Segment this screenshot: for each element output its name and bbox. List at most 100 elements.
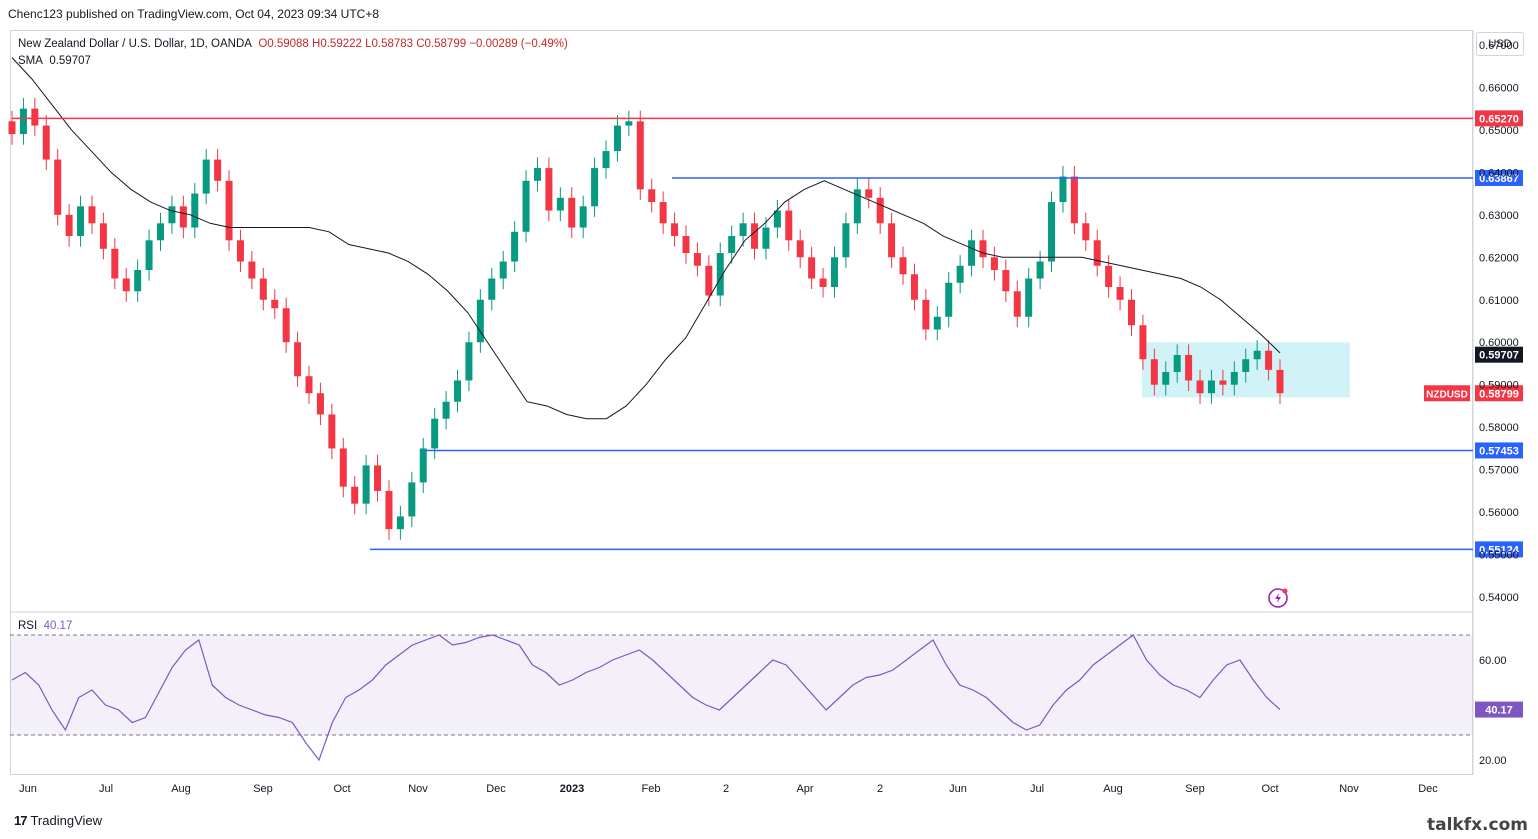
x-tick-label: Apr: [796, 783, 813, 795]
candle-body: [99, 223, 107, 249]
candle: [362, 454, 370, 515]
candle: [248, 250, 256, 290]
candle: [19, 97, 27, 145]
x-tick-label: Jul: [1030, 783, 1044, 795]
x-tick-label: Nov: [1339, 783, 1359, 795]
candle-body: [922, 299, 930, 330]
levels-group: 0.65270 0.63867 0.57453 0.55124 0.59707 0.587…: [12, 110, 1523, 558]
candle: [259, 267, 267, 311]
x-tick-label: Sep: [1185, 783, 1205, 795]
candle-body: [42, 125, 50, 160]
tradingview-footer[interactable]: 17 TradingView: [14, 813, 102, 828]
candle-body: [933, 316, 941, 330]
candle: [65, 204, 73, 247]
candle-body: [1139, 325, 1147, 360]
candle-body: [374, 465, 382, 491]
candle: [716, 242, 724, 307]
candle-body: [591, 168, 599, 207]
candle-body: [1116, 287, 1124, 300]
candle: [876, 187, 884, 234]
candle: [819, 267, 827, 298]
candle-body: [956, 265, 964, 283]
candle: [111, 238, 119, 290]
x-axis: Jun Jul Aug Sep Oct Nov Dec 2023 Feb 2 Apr 2 Jun Jul A…: [19, 783, 1438, 795]
candle: [808, 246, 816, 290]
candle: [294, 331, 302, 387]
candle: [1013, 280, 1021, 328]
y-tick-label: 0.62000: [1479, 252, 1519, 264]
candle: [1116, 276, 1124, 311]
candle-body: [568, 197, 576, 228]
candle-body: [899, 257, 907, 275]
candle-body: [693, 253, 701, 266]
rsi-band: [10, 635, 1473, 735]
candle: [1207, 369, 1215, 404]
candle-body: [408, 482, 416, 517]
candle: [179, 195, 187, 239]
candle: [1196, 369, 1204, 404]
candle: [396, 505, 404, 540]
candle-body: [865, 189, 873, 198]
candle: [1253, 340, 1261, 370]
rsi-value: 40.17: [43, 620, 73, 632]
currency-button[interactable]: USD: [1476, 32, 1524, 56]
candle: [1093, 229, 1101, 277]
candle-body: [179, 206, 187, 228]
candle: [214, 148, 222, 192]
y-tick-label: 0.61000: [1479, 295, 1519, 307]
candle-body: [236, 240, 244, 262]
x-tick-label: 2: [723, 783, 729, 795]
candle: [1219, 369, 1227, 396]
candle: [545, 157, 553, 222]
x-tick-label: Sep: [253, 783, 273, 795]
candle: [99, 212, 107, 260]
candle-body: [202, 159, 210, 194]
candle-body: [1036, 261, 1044, 279]
candle-body: [968, 240, 976, 266]
rsi-line: [11, 634, 1281, 762]
candle-body: [751, 223, 759, 249]
y-tick-label: 0.56000: [1479, 507, 1519, 519]
candle-body: [1093, 240, 1101, 266]
candle-body: [910, 274, 918, 300]
x-tick-label: 2: [877, 783, 883, 795]
candle-body: [1127, 299, 1135, 326]
x-tick-label: Aug: [1103, 783, 1123, 795]
candle-body: [990, 257, 998, 271]
candle: [191, 182, 199, 239]
candle-body: [671, 223, 679, 237]
candle: [8, 110, 16, 145]
candle-body: [476, 299, 484, 343]
candle-body: [1230, 371, 1238, 385]
candle: [236, 229, 244, 273]
candle: [990, 246, 998, 281]
candle-body: [1150, 359, 1158, 385]
candle: [785, 199, 793, 251]
candle-body: [808, 257, 816, 279]
candle-body: [876, 197, 884, 224]
candle-body: [431, 418, 439, 449]
candle: [339, 437, 347, 498]
candle: [888, 212, 896, 268]
candle-body: [728, 236, 736, 254]
candle-body: [853, 189, 861, 224]
candle-body: [31, 108, 39, 126]
y-tick-label: 0.64000: [1479, 167, 1519, 179]
candle: [54, 148, 62, 226]
candle: [1082, 212, 1090, 251]
candle: [385, 480, 393, 540]
candle-body: [1105, 265, 1113, 288]
candle: [305, 365, 313, 404]
candle: [591, 157, 599, 217]
candle-body: [785, 210, 793, 241]
candle: [693, 242, 701, 277]
candle-body: [842, 223, 850, 258]
candle-body: [157, 223, 165, 241]
candle-body: [1242, 359, 1250, 372]
candle-body: [648, 189, 656, 203]
candle: [739, 212, 747, 247]
candle: [648, 178, 656, 213]
candle-body: [191, 193, 199, 228]
sma-line: [11, 57, 1281, 420]
